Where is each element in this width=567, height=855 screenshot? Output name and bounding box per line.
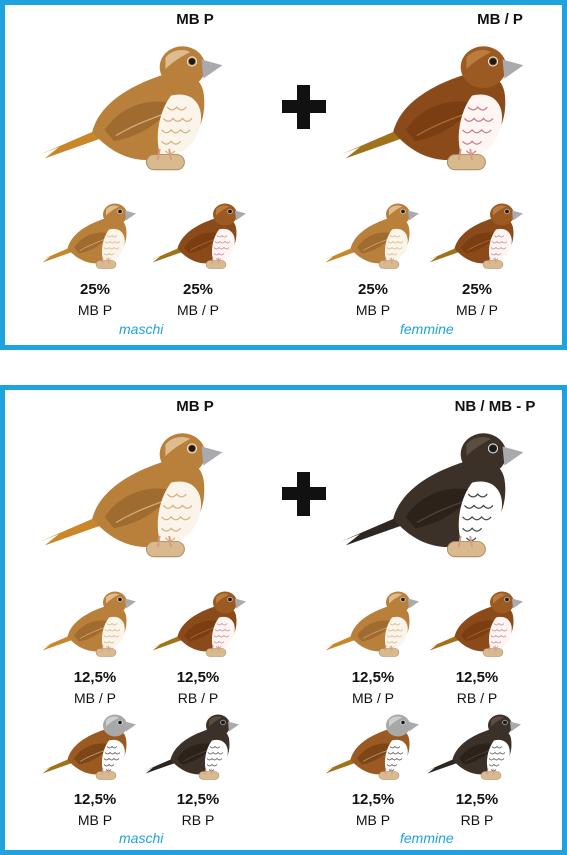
offspring-genotype: MB P [355, 302, 391, 318]
sex-label-male: maschi [119, 830, 164, 846]
dark-brown-bird-icon [150, 585, 250, 663]
offspring-percent: 12,5% [351, 791, 395, 808]
offspring-genotype: MB P [355, 812, 391, 828]
offspring-percent: 12,5% [176, 669, 220, 686]
cross-panel-1: MB P MB / P 25% MB P 25% MB / P 25% MB P… [0, 0, 567, 350]
dark-brown-bird-icon [427, 585, 527, 663]
black-bird-icon [425, 708, 525, 786]
dark-brown-bird-icon [150, 197, 250, 275]
light-brown-bird-icon [40, 33, 230, 183]
dark-brown-bird-icon [341, 33, 531, 183]
dark-brown-bird-icon [427, 197, 527, 275]
light-brown-bird-icon [40, 585, 140, 663]
light-brown-bird-icon [323, 197, 423, 275]
offspring-genotype: MB / P [176, 302, 219, 318]
grey-headed-bird-icon [323, 708, 423, 786]
light-brown-bird-icon [323, 585, 423, 663]
offspring-percent: 12,5% [455, 669, 499, 686]
offspring-percent: 25% [79, 281, 111, 298]
parent-male-label: MB P [176, 398, 214, 415]
grey-headed-bird-icon [40, 708, 140, 786]
offspring-percent: 12,5% [176, 791, 220, 808]
parent-female-label: NB / MB - P [454, 398, 536, 415]
light-brown-bird-icon [40, 197, 140, 275]
offspring-percent: 12,5% [73, 669, 117, 686]
offspring-genotype: RB / P [456, 690, 498, 706]
offspring-percent: 25% [182, 281, 214, 298]
black-bird-icon [341, 420, 531, 570]
parent-male-label: MB P [176, 11, 214, 28]
offspring-percent: 12,5% [351, 669, 395, 686]
offspring-genotype: RB / P [177, 690, 219, 706]
offspring-genotype: MB / P [351, 690, 394, 706]
plus-icon [282, 85, 326, 129]
sex-label-female: femmine [400, 830, 454, 846]
plus-icon [282, 472, 326, 516]
offspring-genotype: MB / P [73, 690, 116, 706]
offspring-genotype: RB P [181, 812, 215, 828]
parent-female-label: MB / P [477, 11, 523, 28]
sex-label-female: femmine [400, 321, 454, 337]
offspring-percent: 25% [357, 281, 389, 298]
offspring-genotype: MB P [77, 812, 113, 828]
offspring-genotype: MB P [77, 302, 113, 318]
offspring-genotype: RB P [460, 812, 494, 828]
black-bird-icon [143, 708, 243, 786]
sex-label-male: maschi [119, 321, 164, 337]
offspring-percent: 12,5% [455, 791, 499, 808]
cross-panel-2: MB P NB / MB - P 12,5% MB / P 12,5% RB /… [0, 385, 567, 855]
light-brown-bird-icon [40, 420, 230, 570]
offspring-percent: 12,5% [73, 791, 117, 808]
offspring-genotype: MB / P [455, 302, 498, 318]
offspring-percent: 25% [461, 281, 493, 298]
